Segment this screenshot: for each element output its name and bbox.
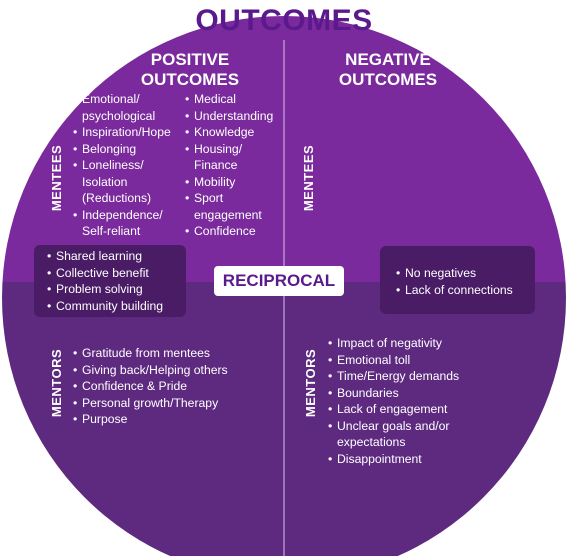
mentors-negative-list: Impact of negativity Emotional toll Time…: [328, 335, 498, 467]
list-item: Personal growth/Therapy: [73, 395, 273, 412]
list-item: Boundaries: [328, 385, 498, 402]
list-item: Lack of connections: [396, 282, 534, 299]
mentees-positive-list-right: Medical Understanding Knowledge Housing/…: [185, 91, 285, 240]
mentors-positive-list: Gratitude from mentees Giving back/Helpi…: [73, 345, 273, 428]
list-item: Collective benefit: [47, 265, 187, 282]
list-item: Problem solving: [47, 281, 187, 298]
list-item: Lack of engagement: [328, 401, 498, 418]
list-item: Disappointment: [328, 451, 498, 468]
list-item: Loneliness/ Isolation (Reductions): [73, 157, 185, 207]
list-item: No negatives: [396, 265, 534, 282]
list-item: Inspiration/Hope: [73, 124, 185, 141]
list-item: Mobility: [185, 174, 285, 191]
list-item: Independence/ Self-reliant: [73, 207, 185, 240]
list-item: Sport engagement: [185, 190, 285, 223]
list-item: Understanding: [185, 108, 285, 125]
mentees-label-left: MENTEES: [49, 144, 64, 212]
list-item: Knowledge: [185, 124, 285, 141]
mentees-positive-list-left: Emotional/ psychological Inspiration/Hop…: [73, 91, 185, 240]
mentees-label-right: MENTEES: [301, 144, 316, 212]
negative-outcomes-heading: NEGATIVE OUTCOMES: [338, 50, 438, 89]
list-item: Shared learning: [47, 248, 187, 265]
page-title: OUTCOMES: [195, 4, 373, 37]
mentors-label-right: MENTORS: [303, 348, 318, 418]
reciprocal-label: RECIPROCAL: [214, 266, 344, 296]
list-item: Confidence & Pride: [73, 378, 273, 395]
list-item: Confidence: [185, 223, 285, 240]
list-item: Belonging: [73, 141, 185, 158]
positive-outcomes-heading: POSITIVE OUTCOMES: [140, 50, 240, 89]
list-item: Gratitude from mentees: [73, 345, 273, 362]
list-item: Unclear goals and/or expectations: [328, 418, 498, 451]
list-item: Medical: [185, 91, 285, 108]
list-item: Housing/ Finance: [185, 141, 285, 174]
list-item: Community building: [47, 298, 187, 315]
list-item: Emotional toll: [328, 352, 498, 369]
list-item: Giving back/Helping others: [73, 362, 273, 379]
reciprocal-negative-list: No negatives Lack of connections: [396, 265, 534, 298]
list-item: Purpose: [73, 411, 273, 428]
list-item: Emotional/ psychological: [73, 91, 185, 124]
reciprocal-positive-list: Shared learning Collective benefit Probl…: [47, 248, 187, 314]
list-item: Impact of negativity: [328, 335, 498, 352]
mentors-label-left: MENTORS: [49, 348, 64, 418]
list-item: Time/Energy demands: [328, 368, 498, 385]
